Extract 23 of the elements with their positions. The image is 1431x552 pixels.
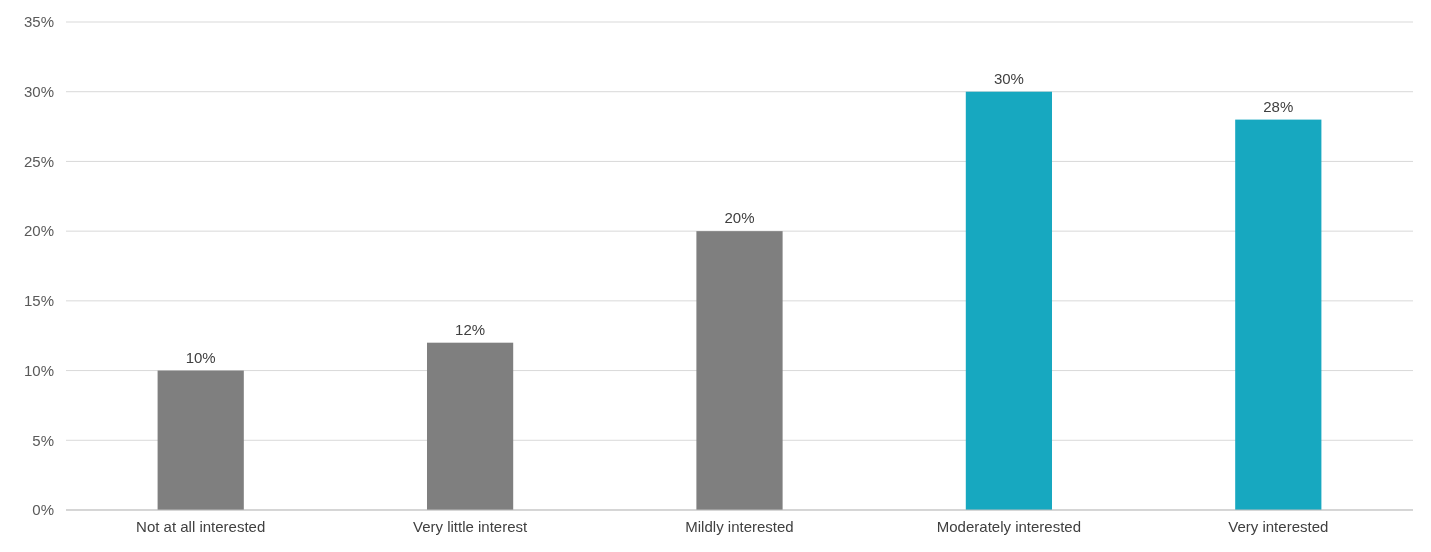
bar xyxy=(1235,119,1322,510)
bar xyxy=(427,342,514,510)
y-tick-label: 15% xyxy=(23,292,54,310)
y-tick-label: 20% xyxy=(23,222,54,240)
x-tick-label: Very interested xyxy=(1228,518,1329,535)
x-tick-label: Moderately interested xyxy=(936,518,1082,535)
bar xyxy=(157,370,244,510)
data-label: 30% xyxy=(993,69,1024,87)
data-label: 10% xyxy=(185,348,216,366)
data-label: 12% xyxy=(455,320,486,338)
x-tick-label: Mildly interested xyxy=(685,518,794,535)
x-tick-label: Very little interest xyxy=(412,518,529,535)
y-tick-label: 25% xyxy=(23,152,54,170)
y-tick-label: 0% xyxy=(32,501,54,519)
y-tick-label: 35% xyxy=(23,13,54,31)
y-tick-label: 5% xyxy=(32,431,54,449)
y-tick-label: 10% xyxy=(23,361,54,379)
data-label: 28% xyxy=(1263,97,1294,115)
data-label: 20% xyxy=(724,209,755,227)
bar xyxy=(965,91,1052,510)
x-tick-label: Not at all interested xyxy=(136,518,266,535)
y-tick-label: 30% xyxy=(23,82,54,100)
bar xyxy=(696,231,783,510)
